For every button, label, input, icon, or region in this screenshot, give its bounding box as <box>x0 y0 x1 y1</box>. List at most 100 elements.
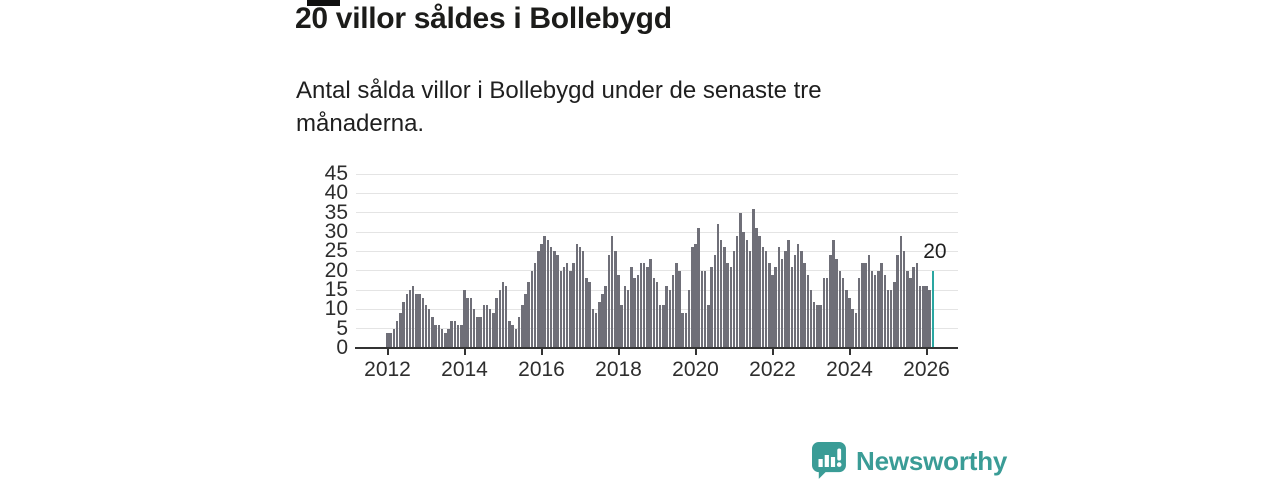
chart-title: 20 villor såldes i Bollebygd <box>295 2 672 35</box>
bar <box>710 266 713 348</box>
bar <box>533 262 537 348</box>
bar <box>472 309 476 348</box>
x-axis-tick <box>540 349 543 355</box>
bar <box>476 317 479 348</box>
bar <box>893 282 896 348</box>
bar <box>707 305 710 348</box>
newsworthy-logo-icon <box>812 442 846 479</box>
bar <box>575 243 579 348</box>
bar <box>537 251 540 348</box>
bar <box>800 251 803 348</box>
bar <box>463 290 466 348</box>
bar <box>896 255 899 348</box>
bar <box>514 328 518 348</box>
x-axis-tick <box>463 349 466 355</box>
bar <box>572 262 575 348</box>
bar <box>784 251 787 348</box>
bar <box>665 286 668 348</box>
bar <box>620 305 623 348</box>
y-axis-tick-label: 45 <box>324 162 348 185</box>
bar <box>415 293 418 348</box>
bar <box>880 262 883 348</box>
bar <box>482 305 485 348</box>
bar <box>598 301 601 348</box>
bar <box>469 297 473 348</box>
bar <box>565 262 569 348</box>
bar <box>848 297 851 348</box>
bar <box>546 239 550 348</box>
bar <box>739 212 742 348</box>
bar <box>854 313 858 348</box>
bar <box>521 305 524 348</box>
bar <box>553 251 556 348</box>
bar <box>915 262 919 348</box>
bar <box>543 235 546 348</box>
y-axis-tick-label: 30 <box>324 220 348 243</box>
x-axis-tick <box>848 349 851 355</box>
bar <box>889 290 893 348</box>
bar <box>777 247 781 348</box>
gridline <box>356 192 958 194</box>
bar <box>729 266 733 348</box>
bar <box>806 274 810 348</box>
bar <box>450 320 453 348</box>
bar <box>636 274 639 348</box>
x-axis-tick-label: 2014 <box>441 358 488 381</box>
bar <box>440 328 444 348</box>
bar <box>658 305 662 348</box>
bar <box>517 317 521 348</box>
x-axis-tick-label: 2016 <box>518 358 565 381</box>
bar <box>902 251 906 348</box>
bar <box>761 247 765 348</box>
x-axis-tick <box>617 349 620 355</box>
bar <box>829 255 832 348</box>
x-axis-tick-label: 2022 <box>749 358 796 381</box>
bar <box>540 243 543 348</box>
bar <box>556 255 559 348</box>
bar <box>456 324 460 348</box>
gridline <box>356 212 958 214</box>
bar <box>399 313 402 348</box>
bar <box>822 278 826 348</box>
bar <box>768 262 771 348</box>
bar <box>825 278 829 348</box>
bar <box>694 243 697 348</box>
bar <box>790 266 793 348</box>
bar <box>530 270 534 348</box>
bar <box>424 305 428 348</box>
bar <box>832 239 835 348</box>
bar <box>899 235 903 348</box>
bar <box>604 286 607 348</box>
bar <box>742 232 745 348</box>
bar <box>819 305 822 348</box>
bar <box>922 286 925 348</box>
bar <box>681 313 684 348</box>
bar <box>642 262 646 348</box>
bar <box>585 278 588 348</box>
bar <box>646 266 649 348</box>
y-axis-tick-label: 25 <box>324 239 348 263</box>
bar <box>835 259 838 348</box>
bar <box>501 282 505 348</box>
bar <box>655 282 659 348</box>
bar <box>671 274 675 348</box>
bar <box>841 278 845 348</box>
bar <box>928 290 931 348</box>
bar <box>873 274 877 348</box>
bar <box>703 270 707 348</box>
bar <box>386 332 389 348</box>
bar <box>444 332 447 348</box>
x-axis-line <box>355 347 958 349</box>
bar <box>418 293 421 348</box>
bar <box>607 255 611 348</box>
bar <box>405 293 408 348</box>
bar <box>851 309 854 348</box>
bar <box>925 286 928 348</box>
bar <box>684 313 688 348</box>
bar <box>771 274 774 348</box>
bar <box>610 235 614 348</box>
latest-value-label: 20 <box>923 239 947 263</box>
bar <box>918 286 922 348</box>
bar <box>877 270 880 348</box>
